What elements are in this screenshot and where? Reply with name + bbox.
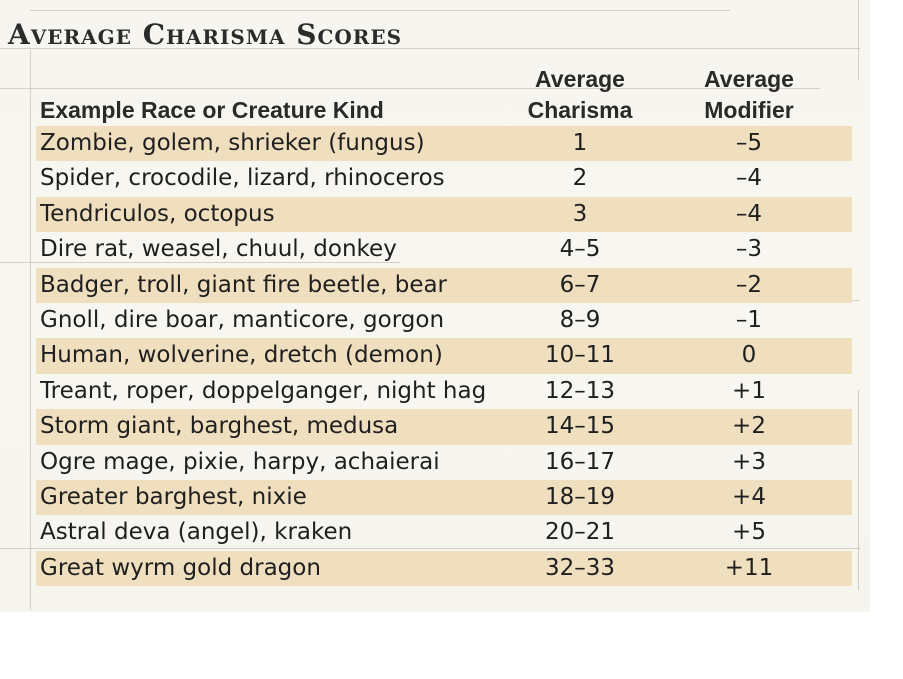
decorative-rule [858,0,859,80]
charisma-cell: 18–19 [544,483,616,510]
decorative-rule [30,50,31,610]
table-header: Example Race or Creature Kind Average Ch… [36,56,852,126]
modifier-cell: +11 [724,554,774,581]
charisma-cell: 6–7 [559,271,601,298]
race-cell: Astral deva (angel), kraken [40,519,353,546]
column-header-modifier-line1: Average [704,66,794,92]
table-row: Great wyrm gold dragon 32–33 +11 [36,550,852,587]
charisma-cell: 16–17 [544,448,616,475]
charisma-cell: 14–15 [544,413,616,440]
modifier-cell: –2 [735,271,763,298]
table-row: Storm giant, barghest, medusa 14–15 +2 [36,409,852,445]
table-row: Human, wolverine, dretch (demon) 10–11 0 [36,338,852,374]
table-row: Badger, troll, giant fire beetle, bear 6… [36,267,852,303]
race-cell: Greater barghest, nixie [40,483,307,510]
race-cell: Tendriculos, octopus [40,200,275,227]
charisma-cell: 3 [572,200,588,227]
race-cell: Great wyrm gold dragon [40,554,321,581]
table-row: Dire rat, weasel, chuul, donkey 4–5 –3 [36,232,852,267]
modifier-cell: –4 [735,165,763,192]
modifier-cell: –5 [735,130,763,156]
charisma-cell: 12–13 [544,377,616,404]
decorative-rule [0,88,820,89]
modifier-cell: –1 [735,306,763,333]
table-title: Average Charisma Scores [8,18,403,51]
table-row: Treant, roper, doppelganger, night hag 1… [36,374,852,409]
modifier-cell: +1 [732,377,766,404]
table-row: Zombie, golem, shrieker (fungus) 1 –5 [36,126,852,162]
decorative-rule [0,262,400,263]
race-cell: Zombie, golem, shrieker (fungus) [40,130,425,156]
charisma-cell: 2 [572,165,588,192]
race-cell: Treant, roper, doppelganger, night hag [40,377,487,404]
column-header-charisma-line1: Average [535,66,625,92]
race-cell: Dire rat, weasel, chuul, donkey [40,236,397,263]
column-header-modifier-line2: Modifier [704,97,794,123]
race-cell: Human, wolverine, dretch (demon) [40,342,443,369]
decorative-rule [0,48,860,49]
decorative-rule [858,390,859,590]
table-row: Ogre mage, pixie, harpy, achaierai 16–17… [36,445,852,480]
column-header-charisma-line2: Charisma [527,97,633,123]
race-cell: Ogre mage, pixie, harpy, achaierai [40,448,440,475]
charisma-cell: 8–9 [559,306,601,333]
modifier-cell: +3 [732,448,766,475]
race-cell: Gnoll, dire boar, manticore, gorgon [40,306,445,333]
modifier-cell: +2 [732,413,766,440]
modifier-cell: +4 [732,483,766,510]
modifier-cell: +5 [732,519,766,546]
charisma-cell: 1 [572,130,588,156]
table-row: Astral deva (angel), kraken 20–21 +5 [36,515,852,550]
table-row: Tendriculos, octopus 3 –4 [36,196,852,233]
charisma-cell: 10–11 [544,342,616,369]
modifier-cell: –4 [735,200,763,227]
column-header-charisma: Average Charisma [510,64,650,126]
race-cell: Badger, troll, giant fire beetle, bear [40,271,448,298]
decorative-rule [30,10,730,11]
charisma-table: Example Race or Creature Kind Average Ch… [36,56,852,587]
race-cell: Spider, crocodile, lizard, rhinoceros [40,165,445,192]
modifier-cell: –3 [735,236,763,263]
charisma-cell: 4–5 [559,236,601,263]
charisma-cell: 32–33 [544,554,616,581]
column-header-race: Example Race or Creature Kind [40,97,384,123]
table-row: Greater barghest, nixie 18–19 +4 [36,479,852,516]
race-cell: Storm giant, barghest, medusa [40,413,399,440]
charisma-cell: 20–21 [544,519,616,546]
table-row: Gnoll, dire boar, manticore, gorgon 8–9 … [36,303,852,338]
column-header-modifier: Average Modifier [684,64,814,126]
modifier-cell: 0 [741,342,757,369]
table-row: Spider, crocodile, lizard, rhinoceros 2 … [36,161,852,196]
decorative-rule [0,548,860,549]
